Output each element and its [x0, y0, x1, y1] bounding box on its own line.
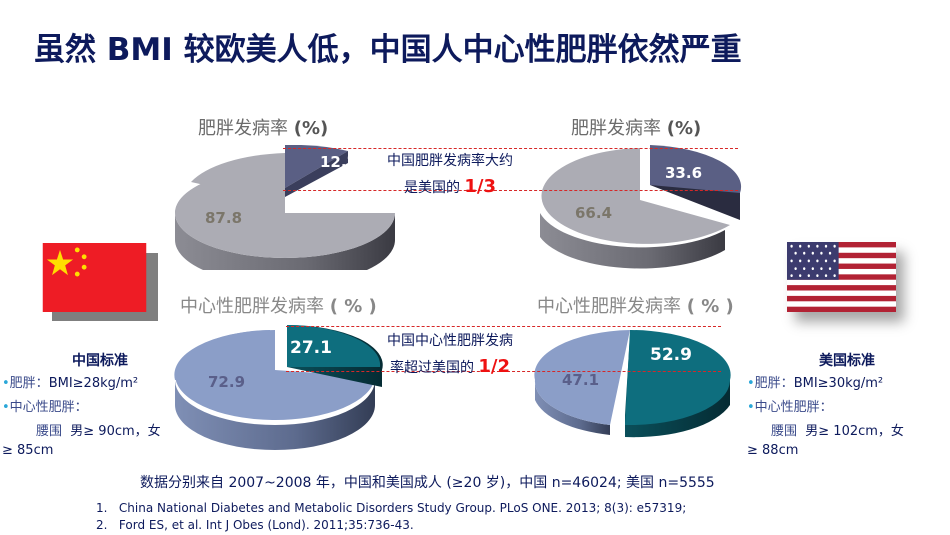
criterion-value: BMI≥28kg/m²: [48, 376, 139, 391]
usa-waist-criterion: 腰围 男≥ 102cm，女: [747, 420, 947, 444]
chart-title-cn-obesity: 肥胖发病率 (%): [198, 114, 328, 140]
note-line-1: 中国中心性肥胖发病: [387, 333, 513, 349]
references-list: 1. China National Diabetes and Metabolic…: [96, 500, 686, 534]
slice-label-27-1: 27.1: [290, 338, 332, 358]
dashed-line-bottom-1: [283, 190, 738, 191]
waist-label: 腰围: [771, 424, 798, 439]
slide-title: 虽然 BMI 较欧美人低，中国人中心性肥胖依然严重: [34, 32, 742, 68]
chart-title-us-central: 中心性肥胖发病率 ( % ): [537, 292, 734, 318]
reference-item: 1. China National Diabetes and Metabolic…: [96, 500, 686, 517]
note-line-2: 是美国的 1/3: [375, 174, 525, 201]
dashed-line-bottom-2: [286, 371, 721, 372]
china-waist-criterion: 腰围 男≥ 90cm，女: [2, 420, 172, 444]
china-standard-list: •肥胖：BMI≥28kg/m² •中心性肥胖： 腰围 男≥ 90cm，女 ≥ 8…: [2, 372, 172, 463]
china-central-criterion: •中心性肥胖：: [2, 400, 88, 415]
criterion-label: 肥胖：: [9, 376, 49, 391]
pie-chart-cn-central: 27.1 72.9: [174, 325, 383, 450]
slice-label-66-4: 66.4: [575, 204, 612, 222]
reference-item: 2. Ford ES, et al. Int J Obes (Lond). 20…: [96, 517, 686, 534]
criterion-label: 中心性肥胖：: [754, 400, 833, 415]
chart-title-text: 肥胖发病率: [571, 118, 661, 139]
ratio-highlight: 1/2: [478, 356, 511, 377]
chart-title-cn-central: 中心性肥胖发病率 ( % ): [180, 292, 377, 318]
slice-label-12-2: 12.2: [320, 153, 357, 171]
chart-title-text: 中心性肥胖发病率: [180, 296, 324, 317]
china-waist-female: ≥ 85cm: [2, 443, 54, 458]
pie-chart-cn-obesity: 12.2 87.8: [175, 145, 395, 270]
note-line-2: 率超过美国的 1/2: [380, 354, 520, 381]
reference-number: 2.: [96, 518, 108, 532]
slice-label-47-1: 47.1: [562, 371, 599, 389]
pie-chart-us-obesity: 33.6 66.4: [540, 145, 742, 269]
pie-chart-us-central: 52.9 47.1: [534, 329, 731, 438]
china-obesity-criterion: •肥胖：BMI≥28kg/m²: [2, 376, 139, 391]
waist-value: 男≥ 90cm，女: [70, 424, 161, 439]
waist-label: 腰围: [36, 424, 63, 439]
reference-text: China National Diabetes and Metabolic Di…: [118, 501, 687, 515]
usa-waist-female: ≥ 88cm: [747, 443, 799, 458]
slice-label-33-6: 33.6: [665, 164, 702, 182]
chart-title-us-obesity: 肥胖发病率 (%): [571, 114, 701, 140]
chart-title-text: 肥胖发病率: [198, 118, 288, 139]
criterion-label: 中心性肥胖：: [9, 400, 88, 415]
dashed-line-top-2: [286, 326, 721, 327]
usa-obesity-criterion: •肥胖：BMI≥30kg/m²: [747, 376, 884, 391]
obesity-comparison-note: 中国肥胖发病率大约 是美国的 1/3: [375, 148, 525, 201]
chart-unit: ( % ): [329, 296, 377, 317]
waist-value: 男≥ 102cm，女: [805, 424, 904, 439]
china-standard-title: 中国标准: [72, 353, 128, 369]
data-source-note: 数据分别来自 2007~2008 年，中国和美国成人 (≥20 岁)，中国 n=…: [140, 475, 715, 491]
reference-number: 1.: [96, 501, 108, 515]
note-line-1: 中国肥胖发病率大约: [387, 153, 513, 169]
chart-unit: (%): [293, 118, 329, 139]
central-comparison-note: 中国中心性肥胖发病 率超过美国的 1/2: [380, 328, 520, 381]
ratio-highlight: 1/3: [464, 176, 497, 197]
china-flag-icon: [42, 243, 147, 312]
criterion-value: BMI≥30kg/m²: [793, 376, 884, 391]
note-text: 是美国的: [403, 180, 460, 196]
chart-unit: ( % ): [686, 296, 734, 317]
chart-title-text: 中心性肥胖发病率: [537, 296, 681, 317]
reference-text: Ford ES, et al. Int J Obes (Lond). 2011;…: [118, 518, 414, 532]
slice-label-87-8: 87.8: [205, 209, 242, 227]
usa-flag-icon: [787, 242, 896, 312]
usa-central-criterion: •中心性肥胖：: [747, 400, 833, 415]
slice-label-72-9: 72.9: [208, 373, 245, 391]
note-text: 率超过美国的: [389, 360, 474, 376]
dashed-line-top-1: [283, 148, 738, 149]
slice-label-52-9: 52.9: [650, 345, 692, 365]
chart-unit: (%): [666, 118, 702, 139]
criterion-label: 肥胖：: [754, 376, 794, 391]
usa-standard-list: •肥胖：BMI≥30kg/m² •中心性肥胖： 腰围 男≥ 102cm，女 ≥ …: [747, 372, 947, 463]
usa-standard-title: 美国标准: [819, 353, 875, 369]
